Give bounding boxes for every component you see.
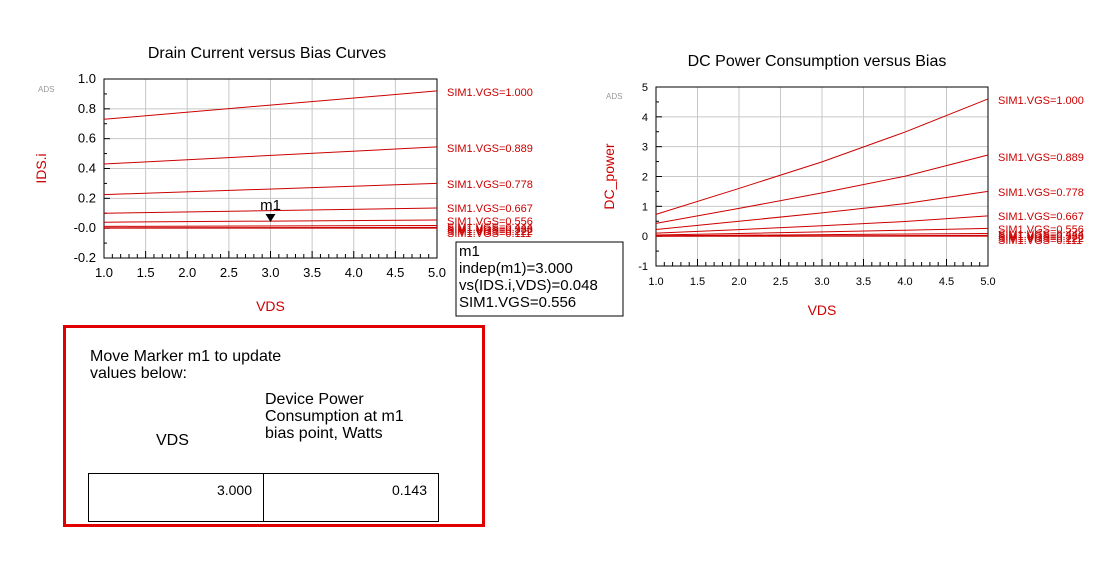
- c2-x-tick-label: 2.5: [773, 276, 788, 288]
- c1-x-tick-label: 2.5: [220, 265, 238, 280]
- c2-y-tick-label: 3: [642, 142, 648, 154]
- c2-series-label: SIM1.VGS=0.778: [998, 187, 1084, 199]
- c1-series-line: [103, 224, 438, 227]
- c2-y-tick-label: 4: [642, 112, 648, 124]
- c2-series-line: [655, 154, 989, 224]
- c2-y-tick-label: -1: [638, 261, 648, 273]
- c1-series-label: SIM1.VGS=0.444: [447, 222, 533, 234]
- c1-x-tick-label: 3.5: [303, 265, 321, 280]
- c1-series-label: SIM1.VGS=1.000: [447, 87, 533, 99]
- c1-x-tick-label: 3.0: [261, 265, 279, 280]
- c2-x-tick-label: 3.0: [814, 276, 829, 288]
- c1-series-line: [103, 207, 438, 214]
- c2-title: DC Power Consumption versus Bias: [688, 53, 947, 70]
- c2-series-line: [655, 215, 989, 234]
- c2-series-line: [655, 227, 989, 236]
- c1-y-tick-label: 0.4: [78, 161, 96, 176]
- c1-marker-readout-box: [455, 241, 624, 317]
- c2-x-tick-label: 1.5: [690, 276, 705, 288]
- c2-y-tick-label: 0: [642, 231, 648, 243]
- c1-x-tick-label: 2.0: [178, 265, 196, 280]
- c2-series-label: SIM1.VGS=0.556: [998, 224, 1084, 236]
- c2-x-axis-title: VDS: [808, 302, 837, 318]
- c1-series-label: SIM1.VGS=0.333: [447, 224, 533, 236]
- c2-x-tick-label: 2.0: [731, 276, 746, 288]
- c2-series-label: SIM1.VGS=0.111: [998, 235, 1082, 247]
- c2-y-axis-title: DC_power: [601, 143, 617, 209]
- c2-series-label: SIM1.VGS=0.333: [998, 231, 1084, 243]
- c2-ads-label: ADS: [606, 92, 622, 101]
- c1-y-tick-label: 0.8: [78, 101, 96, 116]
- c1-series-label: SIM1.VGS=0.222: [447, 226, 533, 238]
- c2-series-label: SIM1.VGS=0.889: [998, 152, 1084, 164]
- c2-x-tick-label: 3.5: [856, 276, 871, 288]
- c1-series-label: SIM1.VGS=0.556: [447, 216, 533, 228]
- c1-y-axis-title: IDS.i: [33, 153, 49, 183]
- c2-series-label: SIM1.VGS=1.000: [998, 95, 1084, 107]
- c2-series-line: [655, 190, 989, 230]
- c1-series-label: SIM1.VGS=0.111: [447, 228, 531, 240]
- c1-y-tick-label: 1.0: [78, 71, 96, 86]
- c2-series-line: [655, 98, 989, 215]
- c1-marker-name: m1: [260, 197, 281, 214]
- c1-x-tick-label: 1.5: [137, 265, 155, 280]
- c1-y-tick-label: -0.0: [74, 220, 96, 235]
- column-header-vds: VDS: [156, 432, 189, 449]
- c1-series-line: [103, 90, 438, 120]
- c1-marker-readout-line: vs(IDS.i,VDS)=0.048: [459, 277, 598, 294]
- values-table: 3.000 0.143: [88, 473, 439, 522]
- c2-series-label: SIM1.VGS=0.667: [998, 211, 1084, 223]
- c1-marker-readout-line: m1: [459, 243, 480, 260]
- c1-series-line: [103, 146, 438, 165]
- c2-series-label: SIM1.VGS=0.444: [998, 229, 1084, 241]
- c2-y-tick-label: 5: [642, 82, 648, 94]
- c1-x-tick-label: 4.5: [386, 265, 404, 280]
- c1-series-label: SIM1.VGS=0.889: [447, 143, 533, 155]
- c1-x-axis-title: VDS: [256, 298, 285, 314]
- c1-y-tick-label: -0.2: [74, 250, 96, 265]
- marker-readout-panel: Move Marker m1 to update values below: V…: [63, 325, 485, 527]
- c2-x-tick-label: 4.5: [939, 276, 954, 288]
- column-header-power: Device Power Consumption at m1 bias poin…: [265, 391, 404, 442]
- c1-marker-readout-line: indep(m1)=3.000: [459, 260, 573, 277]
- c2-x-tick-label: 4.0: [897, 276, 912, 288]
- c1-series-label: SIM1.VGS=0.778: [447, 179, 533, 191]
- vds-value-cell: 3.000: [89, 474, 264, 521]
- c1-y-tick-label: 0.2: [78, 190, 96, 205]
- c2-series-line: [655, 232, 989, 237]
- c2-y-tick-label: 1: [642, 201, 648, 213]
- c1-series-label: SIM1.VGS=0.667: [447, 203, 533, 215]
- c2-y-tick-label: 2: [642, 172, 648, 184]
- c1-x-tick-label: 4.0: [345, 265, 363, 280]
- c1-title: Drain Current versus Bias Curves: [148, 45, 386, 62]
- c1-y-tick-label: 0.6: [78, 131, 96, 146]
- c1-ads-label: ADS: [38, 85, 54, 94]
- c1-x-tick-label: 1.0: [95, 265, 113, 280]
- c1-x-tick-label: 5.0: [428, 265, 446, 280]
- c2-x-tick-label: 5.0: [980, 276, 995, 288]
- panel-instruction: Move Marker m1 to update values below:: [90, 348, 282, 382]
- c2-series-label: SIM1.VGS=0.222: [998, 233, 1084, 245]
- c1-marker-triangle: [265, 214, 276, 223]
- c1-marker-readout-line: SIM1.VGS=0.556: [459, 294, 576, 311]
- power-value-cell: 0.143: [391, 482, 427, 498]
- c1-series-line: [103, 182, 438, 196]
- c2-x-tick-label: 1.0: [648, 276, 663, 288]
